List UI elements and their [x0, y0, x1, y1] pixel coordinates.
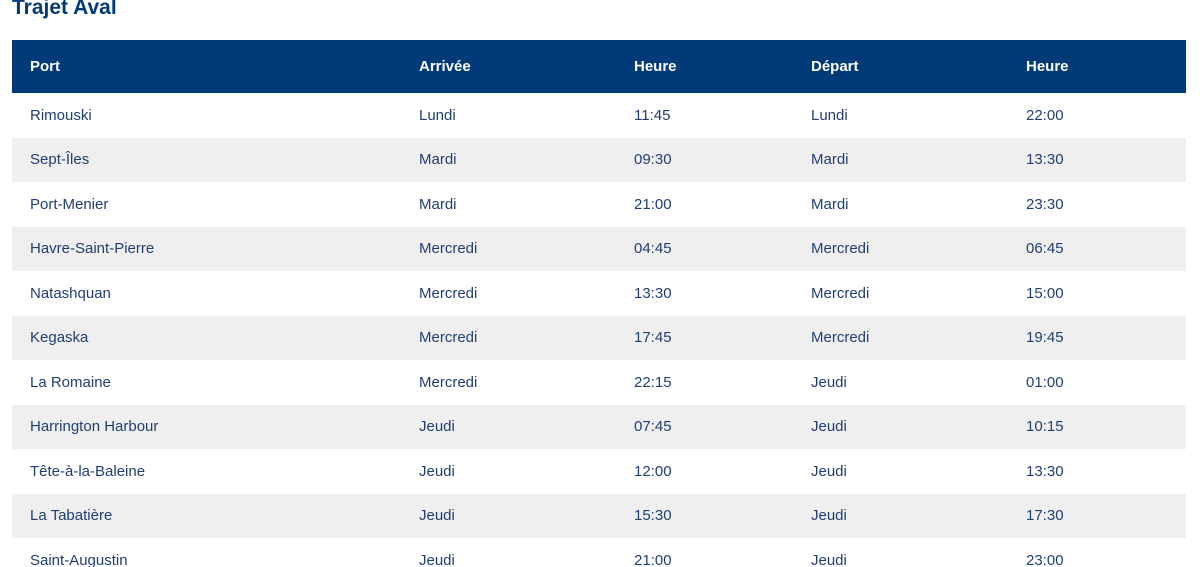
table-cell: Lundi [419, 106, 456, 124]
table-cell: La Romaine [30, 373, 111, 391]
table-cell: 12:00 [634, 462, 672, 480]
table-row: Harrington Harbour Jeudi 07:45 Jeudi 10:15 [12, 404, 1186, 449]
table-cell: Mercredi [401, 315, 616, 360]
table-cell: 15:00 [1026, 284, 1064, 302]
table-cell: 01:00 [1026, 373, 1064, 391]
table-cell: Mercredi [793, 315, 1008, 360]
table-cell: La Tabatière [12, 493, 401, 538]
table-cell: 13:30 [1026, 462, 1064, 480]
table-cell: 17:45 [616, 315, 793, 360]
table-cell: Jeudi [811, 551, 847, 567]
table-cell: Jeudi [401, 404, 616, 449]
table-cell: 22:00 [1026, 106, 1064, 124]
table-cell: Sept-Îles [12, 137, 401, 182]
table-cell: Mardi [793, 137, 1008, 182]
table-cell: Jeudi [793, 404, 1008, 449]
column-header: Port [12, 40, 401, 93]
table-cell: 23:30 [1026, 195, 1064, 213]
table-cell: Kegaska [12, 315, 401, 360]
table-cell: Jeudi [793, 493, 1008, 538]
table-row: Rimouski Lundi 11:45 Lundi 22:00 [12, 93, 1186, 138]
table-row: Natashquan Mercredi 13:30 Mercredi 15:00 [12, 271, 1186, 316]
table-cell: 23:00 [1026, 551, 1064, 567]
table-cell: 04:45 [616, 226, 793, 271]
table-cell: 19:45 [1008, 315, 1186, 360]
table-cell: Harrington Harbour [12, 404, 401, 449]
table-cell: 09:30 [616, 137, 793, 182]
table-cell: Mercredi [419, 284, 478, 302]
table-row: Tête-à-la-Baleine Jeudi 12:00 Jeudi 13:30 [12, 449, 1186, 494]
table-cell: Lundi [811, 106, 848, 124]
table-cell: Rimouski [30, 106, 92, 124]
table-cell: Jeudi [419, 462, 455, 480]
table-cell: Saint-Augustin [30, 551, 128, 567]
section-title: Trajet Aval [12, 0, 117, 19]
table-cell: Natashquan [30, 284, 111, 302]
column-header: Arrivée [401, 40, 616, 93]
table-cell: Tête-à-la-Baleine [30, 462, 146, 480]
table-row: Sept-Îles Mardi 09:30 Mardi 13:30 [12, 137, 1186, 182]
column-header: Heure [616, 40, 793, 93]
table-row: Kegaska Mercredi 17:45 Mercredi 19:45 [12, 315, 1186, 360]
table-cell: 06:45 [1008, 226, 1186, 271]
column-header: Heure [1008, 40, 1186, 93]
table-cell: Mercredi [811, 284, 870, 302]
table-cell: 10:15 [1008, 404, 1186, 449]
table-body: Rimouski Lundi 11:45 Lundi 22:00 Sept-Îles Mar… [12, 93, 1186, 567]
table-cell: Jeudi [419, 551, 455, 567]
table-cell: 17:30 [1008, 493, 1186, 538]
table-cell: Mercredi [419, 373, 478, 391]
table-cell: Jeudi [401, 493, 616, 538]
table-row: La Romaine Mercredi 22:15 Jeudi 01:00 [12, 360, 1186, 405]
table-cell: 21:00 [634, 551, 672, 567]
table-cell: Mercredi [401, 226, 616, 271]
table-row: Port-Menier Mardi 21:00 Mardi 23:30 [12, 182, 1186, 227]
table-cell: 11:45 [634, 106, 671, 124]
table-cell: 21:00 [634, 195, 672, 213]
table-row: Saint-Augustin Jeudi 21:00 Jeudi 23:00 [12, 538, 1186, 567]
table-cell: Jeudi [811, 373, 847, 391]
table-cell: Mardi [401, 137, 616, 182]
table-cell: Port-Menier [30, 195, 109, 213]
schedule-table: Port Arrivée Heure Départ Heure Rimouski Lund… [12, 40, 1186, 567]
column-header: Départ [793, 40, 1008, 93]
table-row: La Tabatière Jeudi 15:30 Jeudi 17:30 [12, 493, 1186, 538]
table-cell: 15:30 [616, 493, 793, 538]
header-row: Port Arrivée Heure Départ Heure [12, 40, 1186, 93]
table-cell: Havre-Saint-Pierre [12, 226, 401, 271]
table-cell: Mardi [419, 195, 457, 213]
table-cell: 22:15 [634, 373, 672, 391]
table-row: Havre-Saint-Pierre Mercredi 04:45 Mercredi 0… [12, 226, 1186, 271]
table-cell: 07:45 [616, 404, 793, 449]
table-cell: Mercredi [793, 226, 1008, 271]
table-cell: 13:30 [634, 284, 672, 302]
table-cell: 13:30 [1008, 137, 1186, 182]
table-cell: Jeudi [811, 462, 847, 480]
table-cell: Mardi [811, 195, 849, 213]
